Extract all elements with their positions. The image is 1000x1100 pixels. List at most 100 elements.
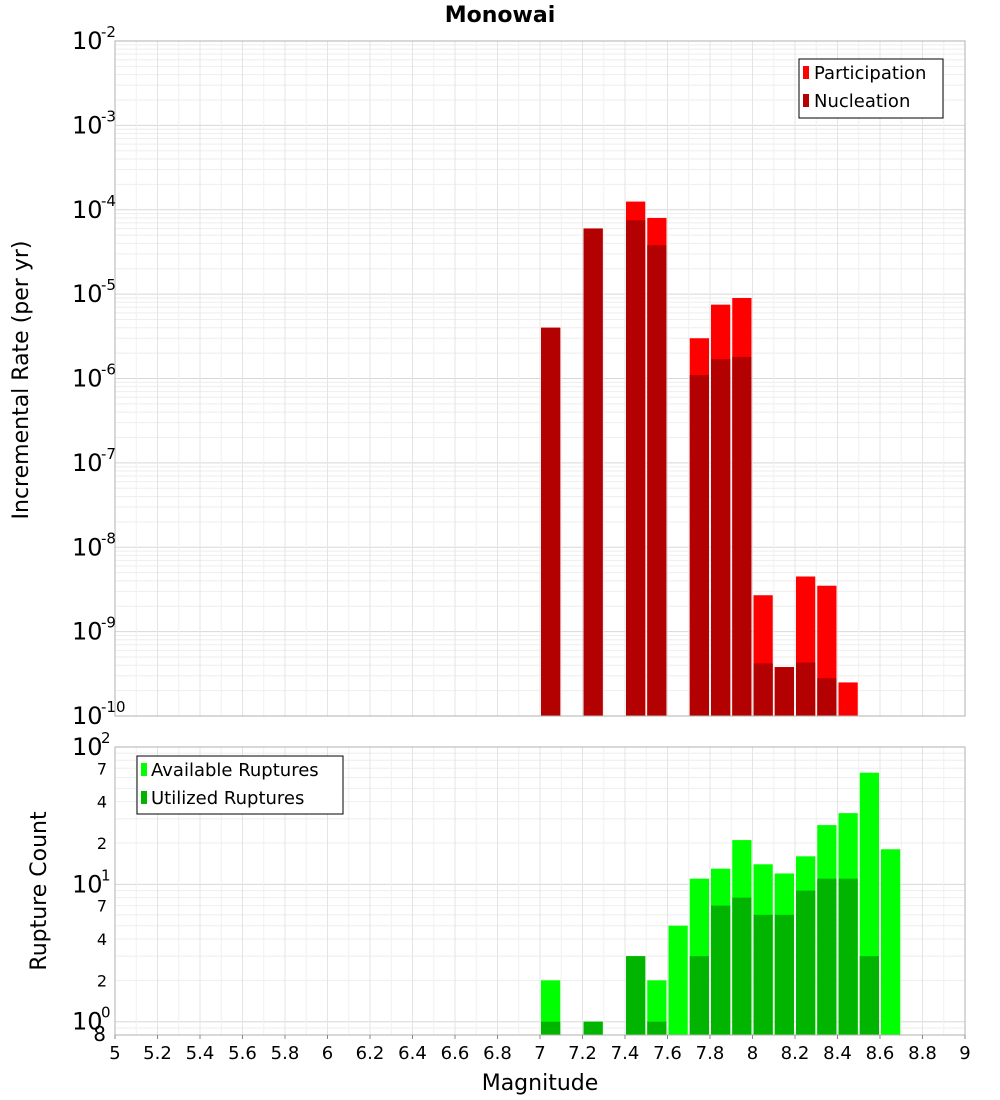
rate-tick-label: 10 [72, 280, 103, 308]
rate-tick-exponent: -7 [101, 445, 116, 463]
available-ruptures-bar [647, 980, 667, 1035]
nucleation-swatch [803, 94, 809, 107]
x-tick-label: 5.8 [271, 1043, 300, 1064]
x-tick-label: 8.8 [908, 1043, 937, 1064]
utilized-ruptures-bar [859, 956, 879, 1035]
available-ruptures-swatch [141, 763, 147, 776]
count-tick-label: 10 [72, 1008, 103, 1036]
nucleation-bar [732, 356, 752, 716]
x-tick-label: 8.2 [781, 1043, 810, 1064]
x-tick-label: 8.4 [823, 1043, 852, 1064]
utilized-ruptures-bar [541, 1021, 561, 1035]
rate-legend-box [798, 58, 944, 119]
count-minor-tick-label: 2 [97, 834, 107, 853]
x-tick-label: 5.2 [143, 1043, 172, 1064]
nucleation-bar [626, 220, 646, 717]
count-tick-exponent: 2 [101, 729, 111, 747]
x-tick-label: 7.8 [696, 1043, 725, 1064]
rate-y-axis-label: Incremental Rate (per yr) [9, 241, 34, 520]
participation-bar [838, 682, 858, 716]
available-ruptures-bar [541, 980, 561, 1035]
rate-tick-label: 10 [72, 702, 103, 730]
nucleation-bar [541, 327, 561, 716]
rate-tick-exponent: -3 [101, 107, 116, 125]
nucleation-bar [689, 375, 709, 716]
count-minor-tick-label: 7 [97, 759, 107, 778]
rate-legend: Participation Nucleation [798, 58, 944, 119]
nucleation-legend-label: Nucleation [814, 91, 910, 112]
x-tick-label: 5.4 [186, 1043, 215, 1064]
rate-tick-exponent: -5 [101, 276, 116, 294]
available-ruptures-bar [668, 925, 688, 1035]
rate-tick-exponent: -6 [101, 361, 116, 379]
rate-tick-exponent: -2 [101, 23, 116, 41]
nucleation-bar [817, 678, 837, 716]
utilized-ruptures-bar [647, 1021, 667, 1035]
x-tick-label: 6 [322, 1043, 333, 1064]
x-tick-label: 8.6 [866, 1043, 895, 1064]
rate-tick-label: 10 [72, 533, 103, 561]
count-tick-exponent: 0 [101, 1004, 111, 1022]
count-minor-tick-label: 7 [97, 897, 107, 916]
rate-tick-label: 10 [72, 196, 103, 224]
chart-title: Monowai [445, 3, 556, 28]
nucleation-bar [647, 245, 667, 717]
count-legend-box [136, 755, 344, 815]
utilized-ruptures-bar [753, 914, 773, 1035]
x-axis-label: Magnitude [482, 1071, 599, 1096]
utilized-ruptures-bar [732, 897, 752, 1035]
rate-plot-frame [114, 40, 966, 717]
count-minor-tick-label: 2 [97, 971, 107, 990]
utilized-ruptures-swatch [141, 791, 147, 804]
rate-tick-exponent: -4 [101, 192, 116, 210]
x-tick-label: 9 [959, 1043, 970, 1064]
rate-tick-label: 10 [72, 365, 103, 393]
nucleation-bar [583, 228, 603, 716]
utilized-ruptures-bar [583, 1021, 603, 1035]
rate-tick-label: 10 [72, 27, 103, 55]
utilized-ruptures-bar [689, 956, 709, 1035]
x-tick-label: 6.4 [398, 1043, 427, 1064]
count-tick-exponent: 1 [101, 866, 111, 884]
utilized-ruptures-bar [838, 878, 858, 1035]
count-tick-label: 10 [72, 733, 103, 761]
rate-tick-label: 10 [72, 111, 103, 139]
available-ruptures-legend-label: Available Ruptures [151, 760, 319, 781]
count-legend: Available Ruptures Utilized Ruptures [136, 755, 344, 815]
nucleation-bar [774, 667, 794, 716]
rate-panel: 10-210-310-410-510-610-710-810-910-10Par… [72, 23, 966, 730]
count-y-axis-label: Rupture Count [27, 811, 52, 971]
available-ruptures-bar [881, 849, 901, 1035]
count-minor-tick-label: 4 [97, 793, 107, 812]
x-tick-label: 5 [109, 1043, 120, 1064]
utilized-ruptures-bar [774, 914, 794, 1035]
count-minor-tick-label: 8 [93, 1022, 106, 1046]
rate-tick-exponent: -9 [101, 614, 116, 632]
x-tick-label: 6.8 [483, 1043, 512, 1064]
participation-swatch [803, 66, 809, 79]
x-tick-label: 6.6 [441, 1043, 470, 1064]
utilized-ruptures-bar [626, 956, 646, 1035]
utilized-ruptures-legend-label: Utilized Ruptures [151, 788, 304, 809]
rate-tick-exponent: -10 [101, 698, 126, 716]
utilized-ruptures-bar [817, 878, 837, 1035]
x-tick-label: 6.2 [356, 1043, 385, 1064]
utilized-ruptures-bar [796, 890, 816, 1035]
nucleation-bar [711, 359, 731, 716]
rate-tick-label: 10 [72, 618, 103, 646]
x-tick-label: 7.6 [653, 1043, 682, 1064]
nucleation-bar [796, 662, 816, 716]
nucleation-bar [753, 663, 773, 716]
participation-legend-label: Participation [814, 63, 926, 84]
x-tick-label: 7.4 [611, 1043, 640, 1064]
x-tick-label: 7.2 [568, 1043, 597, 1064]
rate-tick-exponent: -8 [101, 529, 116, 547]
count-tick-label: 10 [72, 870, 103, 898]
utilized-ruptures-bar [711, 905, 731, 1035]
x-tick-label: 7 [534, 1043, 545, 1064]
count-minor-tick-label: 4 [97, 930, 107, 949]
rate-tick-label: 10 [72, 449, 103, 477]
x-tick-label: 8 [747, 1043, 758, 1064]
